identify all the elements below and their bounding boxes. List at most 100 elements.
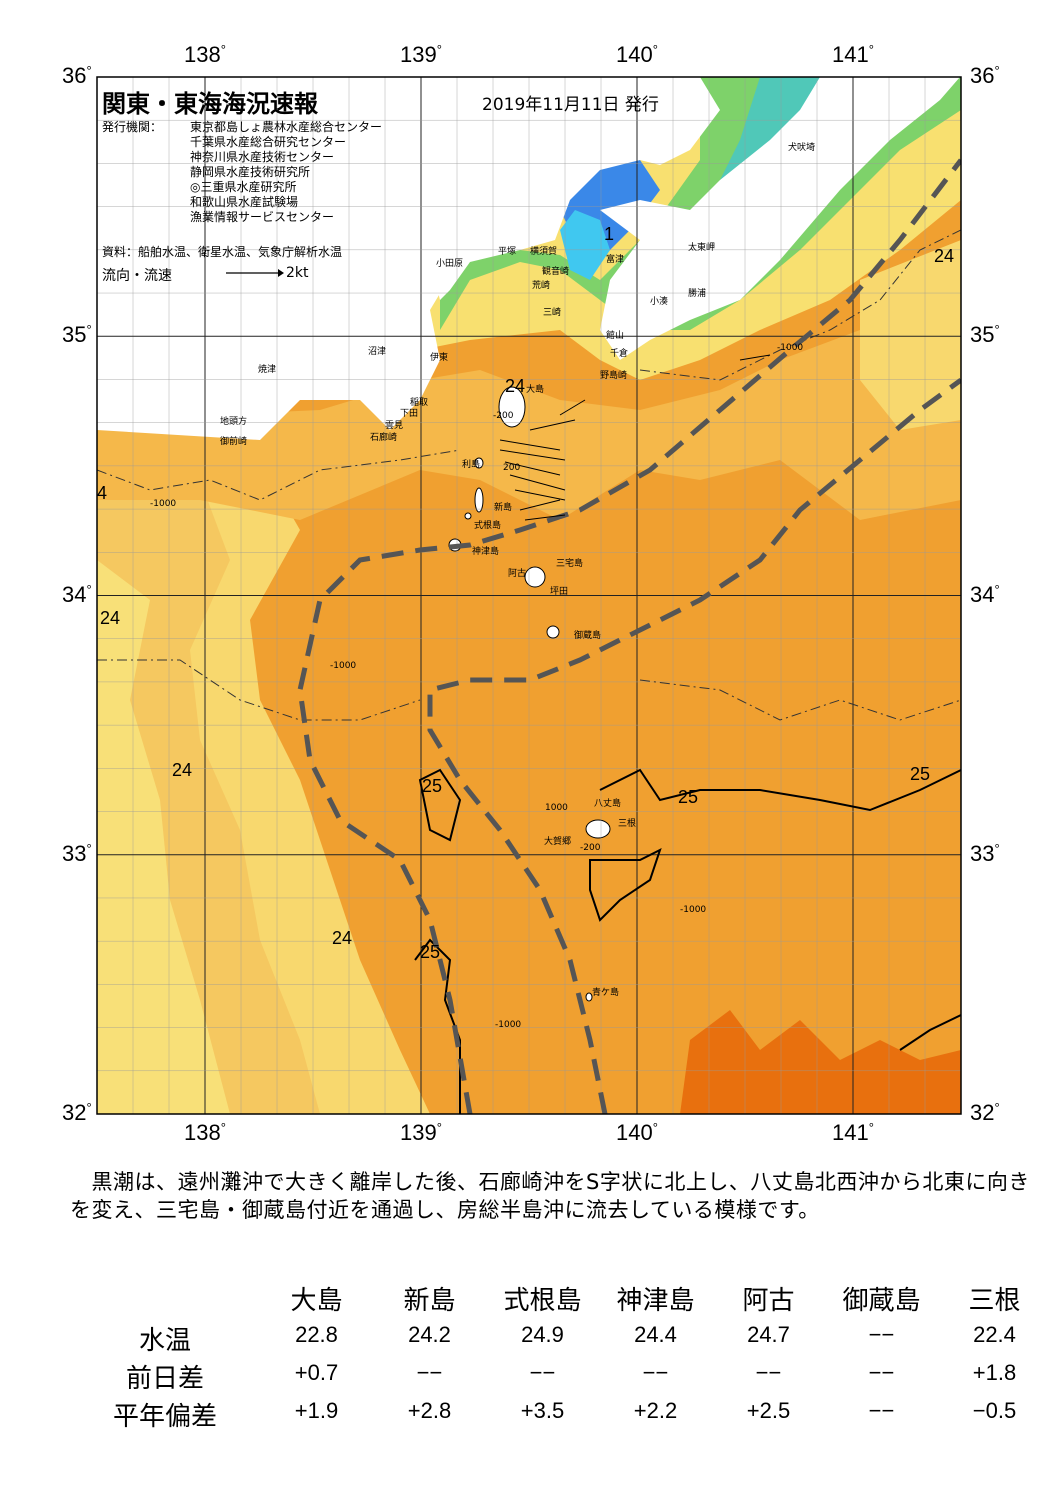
place-label: 御前崎 [220, 435, 247, 447]
place-label: 下田 [400, 408, 418, 419]
depth-label: -1000 [777, 343, 803, 353]
place-label: 新島 [494, 501, 512, 513]
land-honshu-west [97, 77, 460, 440]
land-boso [600, 77, 960, 360]
depth-label: 1000 [545, 803, 568, 813]
toshima-island [474, 457, 484, 469]
data-source: 資料：船舶水温、衛星水温、気象庁解析水温 [102, 245, 343, 259]
place-label: 犬吠埼 [788, 141, 815, 153]
issuer: 漁業情報サービスセンター [190, 210, 335, 224]
miyakejima-island [524, 566, 546, 588]
axis-tick-label: 35° [970, 322, 1000, 348]
issuer: 和歌山県水産試験場 [190, 195, 299, 209]
table-column-header: 大島 [290, 1286, 343, 1316]
isotherm-label: 24 [505, 376, 525, 396]
issue-date: 2019年11月11日 発行 [482, 95, 659, 115]
table-column-header: 阿古 [742, 1286, 795, 1316]
table-cell: 24.2 [408, 1322, 451, 1347]
place-label: 阿古 [508, 567, 526, 579]
axis-tick-label: 34° [62, 581, 92, 607]
place-label: 稲取 [410, 396, 428, 408]
place-label: 大島 [526, 383, 544, 395]
place-label: 三崎 [543, 306, 561, 318]
issuer: 千葉県水産総合研究センター [190, 135, 347, 149]
place-label: 伊東 [430, 351, 448, 363]
table-cell: +2.5 [746, 1398, 791, 1423]
ne-yellow [860, 240, 961, 430]
hachijojima-island [585, 819, 611, 839]
place-labels: 犬吠埼 太東岬 勝浦 小湊 富津 館山 千倉 野島崎 小田原 平塚 横須賀 観音… [220, 141, 815, 998]
place-label: 御蔵島 [574, 629, 601, 641]
table-cell: −− [868, 1322, 895, 1347]
table-cell: +0.7 [294, 1360, 339, 1385]
place-label: 石廊崎 [370, 431, 397, 443]
isotherm-25-north [599, 768, 961, 812]
issuer: 静岡県水産技術研究所 [190, 165, 311, 179]
place-label: 荒崎 [532, 279, 550, 291]
isotherm-label: 25 [422, 776, 442, 796]
issuer-list: 東京都島しょ農林水産総合センター 千葉県水産総合研究センター 神奈川県水産技術セ… [190, 120, 382, 225]
table-cell: 24.9 [521, 1322, 564, 1347]
kuroshio-axis-inner [427, 377, 961, 1114]
isotherm-label: 25 [420, 942, 440, 962]
issuer-label: 発行機関： [102, 120, 163, 134]
place-label: 横須賀 [530, 245, 557, 257]
isotherm-label: 25 [910, 764, 930, 784]
map-title: 関東・東海海況速報 [102, 90, 318, 118]
place-label: 大賀郷 [544, 835, 571, 847]
table-cell: 24.4 [634, 1322, 677, 1347]
isotherm-25-south [414, 938, 461, 1114]
place-label: 千倉 [610, 347, 628, 359]
table-cell: −− [868, 1398, 895, 1423]
depth-label: -1000 [495, 1020, 521, 1030]
table-cell: −− [642, 1360, 669, 1385]
axis-tick-label: 32° [970, 1100, 1000, 1125]
place-label: 太東岬 [688, 241, 715, 253]
axis-tick-label: 139° [400, 42, 442, 67]
table-cell: −− [755, 1360, 782, 1385]
place-label: 雲見 [385, 420, 403, 431]
place-label: 式根島 [474, 519, 501, 531]
mikurajima-island [546, 625, 560, 639]
table-cell: +2.2 [633, 1398, 678, 1423]
axis-tick-label: 138° [184, 1120, 226, 1145]
axis-tick-label: 34° [970, 581, 1000, 607]
table-cell: −− [868, 1360, 895, 1385]
depth-label: 200 [503, 463, 520, 473]
table-cell: +2.8 [407, 1398, 452, 1423]
place-label: 利島 [462, 458, 480, 470]
depth-label: -1000 [150, 499, 176, 509]
axis-tick-label: 141° [832, 1120, 874, 1145]
isotherm-label: 24 [172, 760, 192, 780]
sea-temperature-map: 24 24 24 24 24 4 25 25 25 25 1 -200 -100… [96, 76, 962, 1115]
place-label: 三宅島 [556, 557, 583, 569]
isotherm-dashdot-4 [639, 229, 961, 381]
isotherm-dashdot-3 [639, 679, 961, 721]
place-label: 神津島 [472, 545, 499, 557]
kuroshio-description: 黒潮は、遠州灘沖で大きく離岸した後、石廊崎沖をS字状に北上し、八丈島北西沖から北… [70, 1170, 1030, 1222]
axis-tick-label: 138° [184, 42, 226, 67]
tokyo-bay-mouth [560, 210, 610, 280]
table-cell: +1.8 [972, 1360, 1017, 1385]
warm-core-se [680, 1010, 961, 1114]
isotherm-label: 4 [97, 483, 107, 503]
table-column-header: 新島 [403, 1286, 456, 1316]
place-label: 坪田 [550, 586, 568, 597]
place-label: 富津 [606, 253, 624, 265]
table-cell: 22.8 [295, 1322, 338, 1347]
kuroshio-axis-outer [297, 158, 961, 1114]
oshima-island [498, 386, 526, 428]
isotherm-label: 25 [678, 787, 698, 807]
niijima-island [474, 487, 484, 513]
table-cell: −0.5 [972, 1398, 1017, 1423]
table-cell: −− [529, 1360, 556, 1385]
place-label: 勝浦 [688, 287, 706, 299]
axis-tick-label: 140° [616, 1120, 658, 1145]
place-label: 八丈島 [594, 797, 621, 809]
current-legend-label: 流向・流速 [102, 268, 172, 284]
axis-tick-label: 35° [62, 322, 92, 348]
table-cell: +1.9 [294, 1398, 339, 1423]
axis-tick-label: 36° [970, 63, 1000, 88]
place-label: 地頭方 [220, 415, 247, 427]
place-label: 小田原 [436, 258, 463, 269]
